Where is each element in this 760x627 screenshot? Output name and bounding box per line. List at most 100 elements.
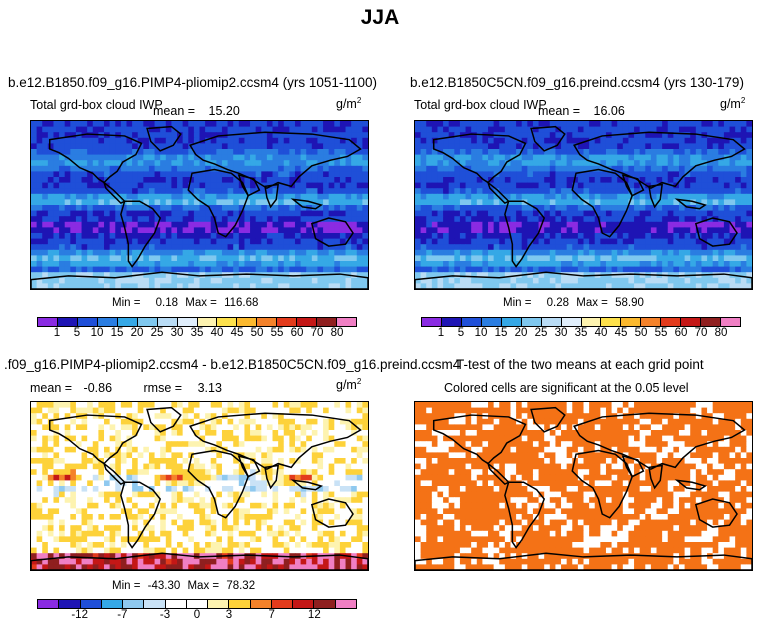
map-cell (81, 249, 88, 256)
map-cell (244, 486, 251, 493)
map-cell (160, 508, 167, 515)
map-cell (171, 210, 178, 217)
map-cell (345, 205, 352, 212)
map-cell (306, 210, 313, 217)
map-cell (572, 137, 579, 144)
map-cell (70, 458, 77, 465)
map-cell (36, 418, 43, 425)
map-cell (233, 165, 240, 172)
map-cell (31, 233, 38, 240)
map-cell (283, 238, 290, 245)
map-cell (182, 463, 189, 470)
map-cell (605, 154, 613, 161)
map-cell (205, 502, 212, 509)
map-cell (148, 216, 156, 223)
map-cell (64, 458, 71, 465)
map-cell (42, 435, 49, 442)
map-cell (572, 277, 579, 284)
map-cell (465, 137, 472, 144)
map-cell (261, 137, 268, 144)
map-cell (431, 205, 438, 212)
map-cell (227, 126, 234, 133)
map-cell (718, 233, 725, 240)
map-cell (566, 182, 573, 189)
map-cell (199, 277, 206, 284)
map-cell (617, 210, 624, 217)
map-cell (42, 266, 49, 273)
map-cell (210, 121, 217, 128)
map-cell (729, 249, 736, 256)
map-cell (443, 233, 450, 240)
map-cell (148, 502, 156, 509)
map-cell (431, 266, 438, 273)
map-cell (510, 188, 517, 195)
map-cell (718, 143, 725, 150)
map-cell (317, 193, 324, 200)
map-cell (98, 402, 105, 409)
map-cell (283, 255, 290, 262)
map-cell (98, 469, 105, 476)
map-cell (59, 233, 66, 240)
map-cell (98, 272, 105, 279)
map-cell (339, 149, 347, 156)
map-cell (36, 430, 43, 437)
map-cell (723, 277, 731, 284)
map-cell (221, 154, 229, 161)
map-cell (448, 137, 455, 144)
map-cell (59, 177, 66, 184)
map-cell (306, 149, 313, 156)
min-value: 0.28 (546, 297, 570, 309)
map-cell (735, 160, 742, 167)
map-cell (684, 143, 691, 150)
map-cell (81, 272, 88, 279)
map-cell (92, 160, 99, 167)
map-cell (317, 486, 324, 493)
map-cell (227, 249, 234, 256)
map-cell (617, 255, 624, 262)
map-cell (53, 486, 60, 493)
map-cell (306, 193, 313, 200)
map-svg-top-right (415, 121, 752, 289)
map-cell (362, 424, 368, 431)
map-cell (227, 418, 234, 425)
map-cell (250, 255, 257, 262)
map-cell (746, 160, 752, 167)
map-cell (59, 149, 66, 156)
map-cell (31, 458, 38, 465)
map-cell (323, 255, 330, 262)
map-cell (244, 154, 251, 161)
map-cell (294, 210, 302, 217)
map-cell (345, 502, 352, 509)
map-cell (482, 216, 489, 223)
map-cell (272, 216, 279, 223)
map-cell (544, 132, 551, 139)
map-cell (622, 188, 629, 195)
map-cell (746, 221, 752, 228)
map-cell (199, 193, 206, 200)
map-cell (544, 126, 551, 133)
map-cell (266, 221, 273, 228)
map-cell (516, 154, 523, 161)
map-cell (488, 121, 495, 128)
map-cell (645, 216, 652, 223)
coastline (674, 198, 707, 210)
map-cell (261, 418, 268, 425)
map-cell (678, 137, 686, 144)
map-cell (465, 238, 472, 245)
map-cell (645, 210, 652, 217)
map-cell (278, 126, 285, 133)
map-cell (589, 277, 596, 284)
map-cell (126, 413, 133, 420)
map-cell (317, 458, 324, 465)
map-cell (47, 474, 54, 481)
max-value: 116.68 (224, 297, 259, 309)
map-cell (306, 249, 313, 256)
map-cell (148, 244, 156, 251)
map-cell (188, 160, 195, 167)
map-cell (594, 199, 601, 206)
map-cell (448, 238, 455, 245)
map-cell (448, 165, 455, 172)
map-cell (437, 137, 444, 144)
map-cell (143, 137, 150, 144)
map-cell (188, 193, 195, 200)
